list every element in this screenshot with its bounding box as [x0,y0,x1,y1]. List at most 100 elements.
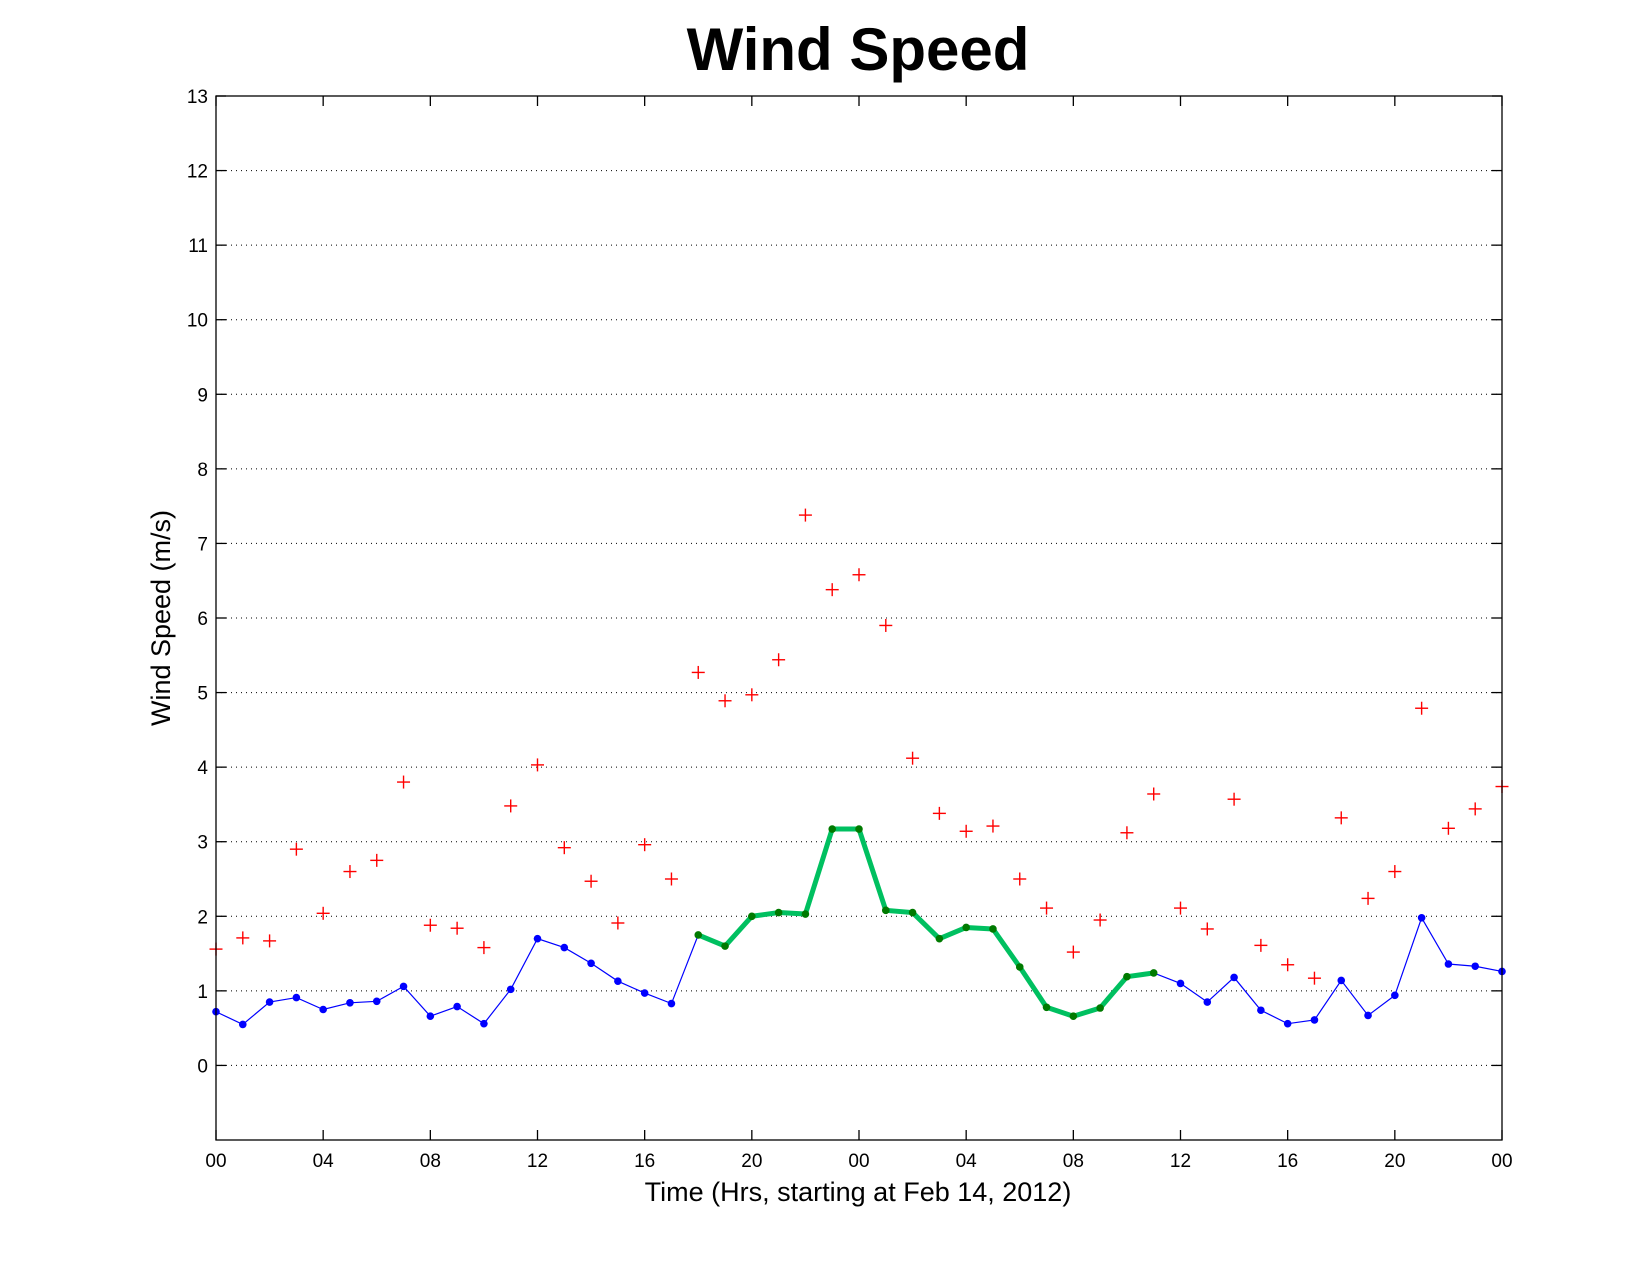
point-blue [1230,973,1238,982]
point-red-plus [1441,821,1455,835]
x-tick-label: 08 [420,1151,441,1172]
x-tick-label: 20 [1384,1151,1405,1172]
point-green [962,923,970,932]
point-green [1149,969,1158,977]
y-tick-label: 3 [197,833,208,854]
point-red-plus [1227,792,1241,806]
point-blue [453,1002,461,1011]
point-blue [1417,913,1426,922]
point-blue [533,934,542,943]
point-blue [640,989,649,997]
y-tick-label: 9 [197,385,208,406]
point-green [1015,963,1024,971]
point-red-plus [397,775,411,789]
point-red-plus [343,865,357,879]
point-green [935,934,944,943]
y-tick-label: 11 [188,236,208,257]
point-blue [238,1020,247,1029]
point-red-plus [1120,826,1134,840]
point-red-plus [1254,938,1268,952]
x-tick-label: 04 [956,1151,978,1172]
point-red-plus [959,824,973,838]
point-green [908,908,917,917]
point-red-plus [1200,922,1214,936]
point-red-plus [879,618,893,632]
series-line-green [697,826,1155,1019]
x-tick-label: 08 [1063,1151,1084,1172]
point-red-plus [772,653,786,667]
point-red-plus [531,758,544,772]
point-red-plus [1066,945,1080,959]
point-blue [372,997,381,1006]
y-tick-label: 0 [197,1056,208,1077]
point-red-plus [1013,872,1027,886]
point-red-plus [236,931,250,945]
point-red-plus [1415,701,1429,715]
plot-area [209,508,1509,1029]
x-tick-label: 04 [313,1151,335,1172]
point-red-plus [852,568,866,582]
x-tick-label: 00 [848,1151,869,1172]
point-blue [1310,1016,1319,1024]
point-red-plus [1388,865,1402,879]
x-tick-label: 12 [527,1151,548,1172]
point-red-plus [718,694,732,708]
point-red-plus [263,934,277,948]
point-blue [292,993,301,1002]
point-red-plus [745,688,759,702]
point-green [828,825,837,833]
point-red-plus [825,583,839,597]
x-tick-label: 12 [1170,1151,1191,1172]
point-green [855,825,863,833]
point-red-plus [691,665,705,679]
point-green [881,906,890,915]
point-green [1069,1012,1078,1021]
series-line-blue [215,828,1503,1026]
point-green [1123,972,1131,981]
y-tick-label: 6 [197,609,208,630]
point-blue [426,1012,435,1021]
point-red-plus [664,872,678,886]
point-blue [506,985,515,994]
point-green [748,912,756,921]
y-tick-label: 8 [197,460,208,481]
point-red-plus [370,853,384,867]
x-tick-label: 16 [1277,1151,1298,1172]
point-blue [319,1005,327,1014]
point-green [989,925,997,933]
y-tick-label: 13 [187,87,208,108]
point-red-plus [1147,787,1161,801]
point-blue [1391,991,1399,1000]
point-red-plus [477,941,491,955]
y-tick-label: 7 [197,534,208,555]
point-blue [560,943,569,952]
point-blue [1471,962,1480,971]
point-red-plus [289,842,303,856]
axis-ticks [215,95,1503,1140]
x-tick-label: 20 [741,1151,762,1172]
y-tick-label: 4 [197,758,208,779]
point-red-plus [1334,811,1348,825]
point-blue [1337,976,1346,985]
grid-lines [216,170,1502,1066]
point-red-plus [906,751,920,765]
point-blue [346,998,354,1007]
x-axis-label: Time (Hrs, starting at Feb 14, 2012) [645,1177,1072,1207]
chart-title: Wind Speed [687,16,1030,83]
point-red-plus [1281,958,1295,972]
point-green [721,942,729,950]
point-green [1096,1004,1104,1012]
point-red-plus [798,508,812,522]
point-blue [480,1019,488,1028]
point-red-plus [557,841,571,855]
y-tick-label: 1 [197,982,208,1003]
point-blue [1283,1019,1292,1028]
point-red-plus [1468,802,1482,816]
point-red-plus [932,806,946,820]
point-red-plus [1361,891,1375,905]
point-red-plus [504,799,518,813]
x-tick-labels: 00 04 08 12 16 20 00 04 08 12 16 20 00 [205,1151,1512,1172]
point-red-plus [423,918,437,932]
point-red-plus [1040,901,1054,915]
